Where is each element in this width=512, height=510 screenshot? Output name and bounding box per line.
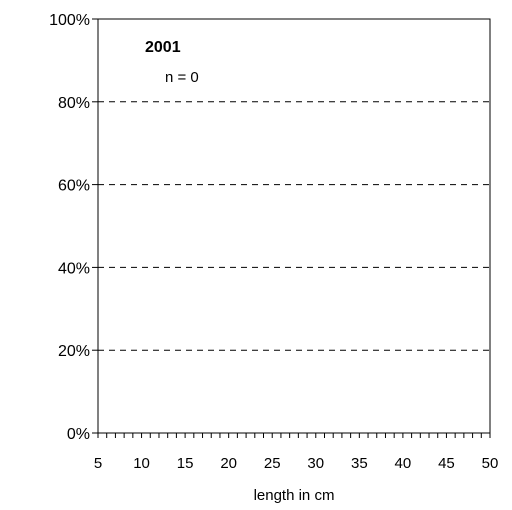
x-tick-label: 5	[94, 455, 102, 472]
x-axis-title: length in cm	[254, 487, 335, 504]
x-tick-label: 15	[177, 455, 194, 472]
grid-lines	[98, 101, 490, 351]
x-tick-label: 30	[307, 455, 324, 472]
x-tick-label: 45	[438, 455, 455, 472]
y-tick-label: 0%	[67, 426, 90, 443]
x-tick-label: 10	[133, 455, 150, 472]
y-tick-label: 80%	[58, 95, 90, 112]
x-tick-label: 35	[351, 455, 368, 472]
sample-size-note: n = 0	[165, 69, 199, 86]
x-tick-label: 50	[482, 455, 499, 472]
y-tick-label: 40%	[58, 260, 90, 277]
y-tick-label: 100%	[49, 12, 90, 29]
y-axis-tick-labels: 0% 20% 40% 60% 80% 100%	[49, 12, 90, 443]
y-tick-label: 60%	[58, 178, 90, 195]
x-axis-ticks	[97, 433, 491, 438]
x-axis-tick-labels: 5 10 15 20 25 30 35 40 45 50	[94, 455, 499, 472]
x-tick-label: 25	[264, 455, 281, 472]
chart-title: 2001	[145, 39, 181, 56]
y-tick-label: 20%	[58, 343, 90, 360]
x-tick-label: 20	[220, 455, 237, 472]
x-tick-label: 40	[395, 455, 412, 472]
plot-frame	[97, 18, 491, 434]
y-axis-ticks	[92, 18, 98, 434]
